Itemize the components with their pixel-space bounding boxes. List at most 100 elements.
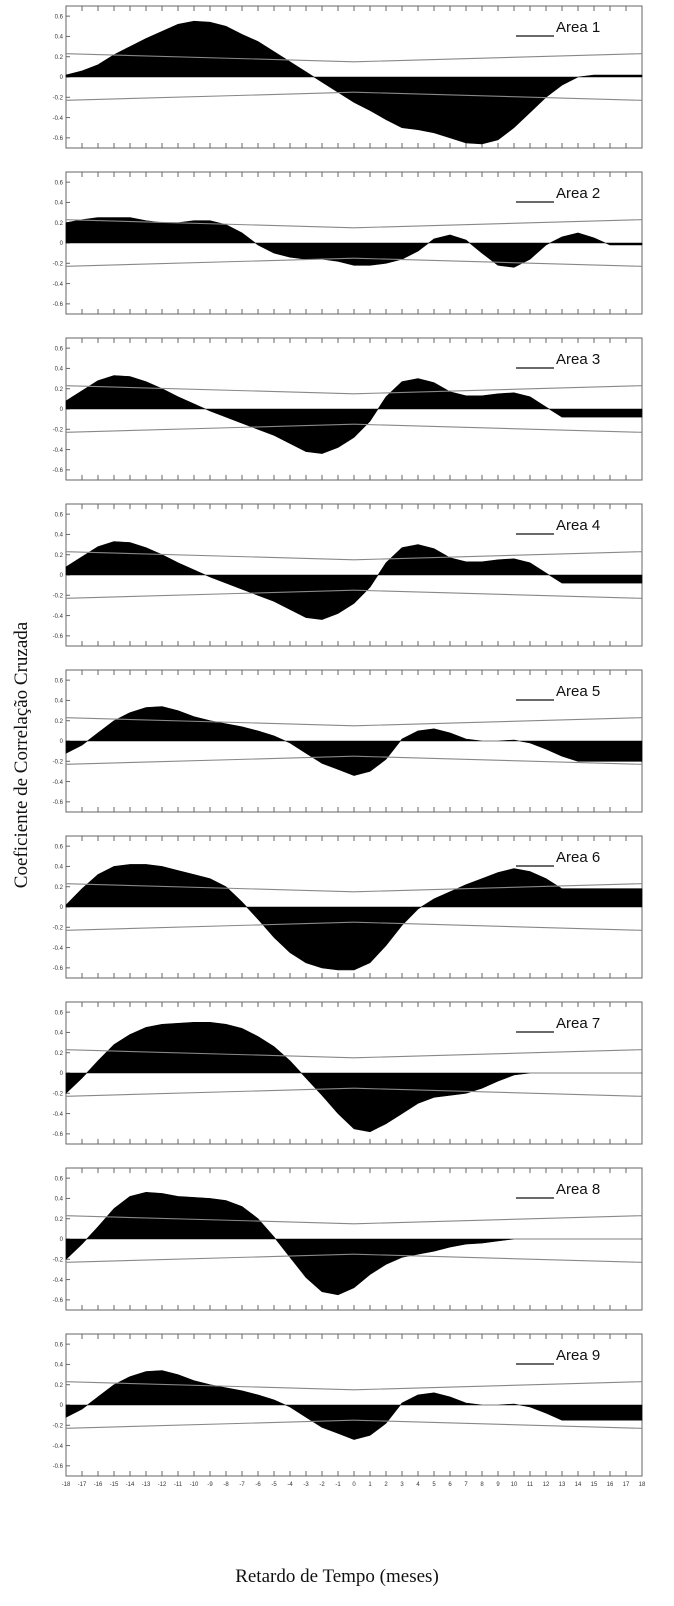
y-tick-label: -0.2 (53, 261, 64, 267)
x-tick-label: 11 (527, 1482, 534, 1488)
y-tick-label: -0.4 (53, 282, 64, 288)
confidence-lower-right (353, 423, 643, 433)
x-axis-label: Retardo de Tempo (meses) (235, 1566, 439, 1587)
y-tick-label: 0.4 (55, 699, 64, 705)
correlation-area (65, 375, 643, 454)
y-tick-label: 0 (60, 1071, 64, 1077)
x-tick-label: 5 (432, 1482, 436, 1488)
y-tick-label: 0.4 (55, 1031, 64, 1037)
x-tick-label: -7 (239, 1482, 245, 1488)
legend-label: Area 8 (556, 1181, 600, 1198)
confidence-upper-right (353, 385, 643, 395)
x-tick-label: 15 (591, 1482, 598, 1488)
confidence-lower-right (353, 755, 643, 765)
legend-label: Area 9 (556, 1347, 600, 1364)
y-tick-label: 0 (60, 407, 64, 413)
panel-6: 0.6 0.4 0.2 0 -0.2 -0.4 -0.6 Area 6 (53, 835, 643, 979)
y-tick-label: -0.6 (53, 800, 64, 806)
y-tick-label: 0.4 (55, 533, 64, 539)
y-tick-label: -0.4 (53, 780, 64, 786)
y-tick-label: -0.2 (53, 593, 64, 599)
y-tick-label: -0.6 (53, 302, 64, 308)
confidence-upper-right (353, 717, 643, 727)
y-tick-label: 0.6 (55, 1176, 64, 1182)
correlation-area (65, 1022, 642, 1133)
x-tick-label: -13 (142, 1482, 151, 1488)
y-tick-label: -0.6 (53, 1464, 64, 1470)
y-tick-label: -0.2 (53, 427, 64, 433)
x-tick-label: 17 (623, 1482, 630, 1488)
confidence-lower-left (65, 257, 355, 267)
y-tick-label: -0.6 (53, 1132, 64, 1138)
panel-8: 0.6 0.4 0.2 0 -0.2 -0.4 -0.6 Area 8 (53, 1167, 643, 1311)
y-tick-label: 0.2 (55, 1383, 64, 1389)
confidence-lower-right (353, 921, 643, 931)
y-tick-label: 0.6 (55, 346, 64, 352)
y-tick-label: -0.4 (53, 946, 64, 952)
y-tick-label: 0.6 (55, 1342, 64, 1348)
y-tick-label: 0.2 (55, 885, 64, 891)
correlation-area (65, 706, 643, 776)
x-tick-label: 3 (400, 1482, 404, 1488)
x-tick-label: 14 (575, 1482, 582, 1488)
y-tick-label: -0.2 (53, 1423, 64, 1429)
confidence-lower-left (65, 589, 355, 599)
y-tick-label: -0.2 (53, 759, 64, 765)
panel-4: 0.6 0.4 0.2 0 -0.2 -0.4 -0.6 Area 4 (53, 503, 643, 647)
y-tick-label: -0.2 (53, 1091, 64, 1097)
confidence-lower-left (65, 91, 355, 101)
legend-label: Area 4 (556, 517, 600, 534)
confidence-upper-left (65, 53, 355, 63)
confidence-upper-right (353, 53, 643, 63)
confidence-upper-left (65, 1215, 355, 1225)
confidence-upper-right (353, 1049, 643, 1059)
correlation-area (65, 1370, 643, 1440)
y-tick-label: 0.6 (55, 678, 64, 684)
x-tick-label: -16 (94, 1482, 103, 1488)
legend-label: Area 2 (556, 185, 600, 202)
x-tick-label: -3 (303, 1482, 309, 1488)
x-tick-label: -6 (255, 1482, 261, 1488)
panel-7: 0.6 0.4 0.2 0 -0.2 -0.4 -0.6 Area 7 (53, 1001, 643, 1145)
y-tick-label: 0.6 (55, 1010, 64, 1016)
confidence-upper-right (353, 219, 643, 229)
y-tick-label: -0.2 (53, 1257, 64, 1263)
legend-label: Area 7 (556, 1015, 600, 1032)
y-tick-label: 0 (60, 1403, 64, 1409)
x-tick-label: -5 (271, 1482, 277, 1488)
x-tick-label: -9 (207, 1482, 213, 1488)
confidence-lower-left (65, 1253, 355, 1263)
confidence-lower-left (65, 423, 355, 433)
confidence-lower-left (65, 1419, 355, 1429)
y-tick-label: 0.6 (55, 844, 64, 850)
y-tick-label: 0.6 (55, 512, 64, 518)
y-tick-label: -0.4 (53, 116, 64, 122)
legend-label: Area 5 (556, 683, 600, 700)
x-tick-label: -1 (335, 1482, 341, 1488)
legend-label: Area 6 (556, 849, 600, 866)
x-tick-label: 7 (464, 1482, 468, 1488)
y-tick-label: -0.4 (53, 1444, 64, 1450)
x-tick-label: 1 (368, 1482, 372, 1488)
confidence-upper-left (65, 551, 355, 561)
y-tick-label: 0 (60, 1237, 64, 1243)
confidence-upper-right (353, 1381, 643, 1391)
x-tick-label: -17 (78, 1482, 87, 1488)
y-tick-label: -0.4 (53, 614, 64, 620)
confidence-lower-left (65, 921, 355, 931)
y-tick-label: 0 (60, 905, 64, 911)
confidence-upper-left (65, 219, 355, 229)
x-tick-label: -15 (110, 1482, 119, 1488)
x-tick-label: -10 (190, 1482, 199, 1488)
y-tick-label: 0.2 (55, 553, 64, 559)
panel-5: 0.6 0.4 0.2 0 -0.2 -0.4 -0.6 Area 5 (53, 669, 643, 813)
y-tick-label: 0.4 (55, 1363, 64, 1369)
confidence-lower-right (353, 91, 643, 101)
y-tick-label: -0.6 (53, 468, 64, 474)
confidence-upper-left (65, 717, 355, 727)
y-tick-label: -0.6 (53, 634, 64, 640)
y-axis-label-text: Coeficiente de Correlação Cruzada (11, 621, 32, 889)
x-tick-label: -8 (223, 1482, 229, 1488)
y-tick-label: 0.4 (55, 35, 64, 41)
